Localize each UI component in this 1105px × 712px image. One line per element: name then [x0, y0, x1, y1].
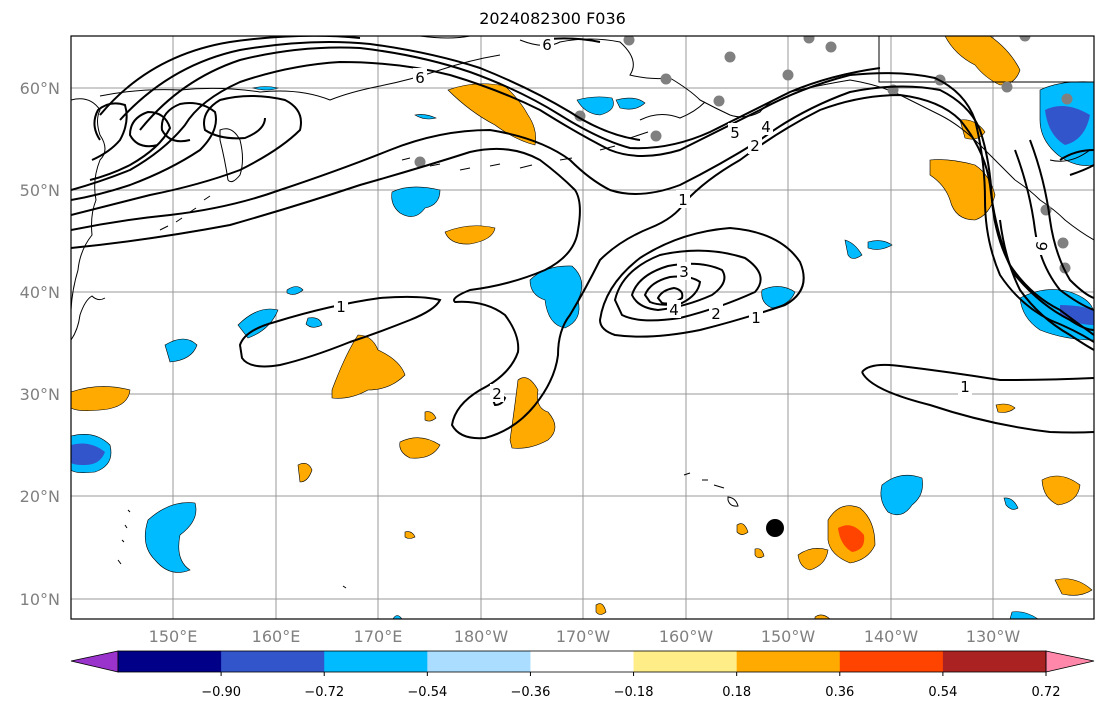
colorbar-segment — [530, 651, 635, 672]
lon-label-150w: 150°W — [761, 627, 816, 646]
map-border — [70, 35, 1095, 620]
map-title: 2024082300 F036 — [479, 9, 626, 28]
colorbar-segment — [839, 651, 944, 672]
contour-label-3: 3 — [679, 263, 689, 281]
contour-label-1b: 1 — [678, 191, 688, 209]
colorbar-tick-label: −0.90 — [201, 685, 241, 700]
lon-label-160e: 160°E — [252, 627, 301, 646]
lat-label-40: 40°N — [20, 283, 60, 302]
colorbar-tick-label: −0.36 — [511, 685, 551, 700]
lat-label-50: 50°N — [20, 181, 60, 200]
negative-shading — [71, 81, 1094, 619]
colorbar: −0.90 −0.72 −0.54 −0.36 −0.18 0.18 0.36 0.54 0.7… — [70, 650, 1095, 700]
colorbar-extend-max — [1045, 650, 1095, 673]
lat-label-60: 60°N — [20, 79, 60, 98]
longitude-labels: 150°E 160°E 170°E 180°W 170°W 160°W 150°… — [149, 627, 1021, 646]
contour-label-4b: 4 — [761, 118, 771, 136]
colorbar-segment — [736, 651, 841, 672]
colorbar-tick-label: −0.18 — [614, 685, 654, 700]
contour-label-5: 5 — [730, 124, 740, 142]
lat-label-20: 20°N — [20, 487, 60, 506]
lon-label-160w: 160°W — [659, 627, 714, 646]
colorbar-segment — [942, 651, 1047, 672]
storm-center-marker — [766, 519, 784, 537]
contour-label-1c: 1 — [751, 309, 761, 327]
lon-label-150e: 150°E — [149, 627, 198, 646]
contour-label-2a: 2 — [492, 385, 502, 403]
negative-strong-shading — [71, 106, 1094, 465]
contour-labels: 1 1 1 1 2 2 2 3 4 4 5 6 6 6 — [334, 36, 1052, 403]
colorbar-tick-label: 0.54 — [928, 685, 957, 700]
colorbar-tick-label: −0.54 — [407, 685, 447, 700]
positive-strong-shading — [838, 525, 865, 552]
station-markers — [414, 36, 1073, 274]
contour-label-1d: 1 — [960, 378, 970, 396]
colorbar-frame — [117, 650, 1047, 673]
colorbar-tick-label: 0.36 — [825, 685, 854, 700]
contour-label-2c: 2 — [750, 137, 760, 155]
lon-label-180w: 180°W — [454, 627, 509, 646]
contour-label-6c: 6 — [542, 36, 552, 54]
colorbar-tick-label: 0.72 — [1032, 685, 1061, 700]
colorbar-segment — [118, 651, 222, 672]
coastlines — [71, 36, 1094, 589]
lon-label-140w: 140°W — [864, 627, 919, 646]
contour-label-6b: 6 — [1032, 240, 1051, 253]
positive-shading — [71, 36, 1093, 619]
colorbar-segment — [427, 651, 531, 672]
lon-label-130w: 130°W — [966, 627, 1021, 646]
contour-label-6a: 6 — [415, 69, 425, 87]
contour-label-4a: 4 — [669, 301, 679, 319]
lon-label-170e: 170°E — [354, 627, 403, 646]
lat-label-10: 10°N — [20, 590, 60, 609]
contour-label-2b: 2 — [711, 305, 721, 323]
latitude-labels: 60°N 50°N 40°N 30°N 20°N 10°N — [20, 79, 60, 609]
colorbar-segment — [633, 651, 738, 672]
lat-label-30: 30°N — [20, 385, 60, 404]
colorbar-extend-min — [70, 650, 119, 673]
colorbar-segment — [221, 651, 325, 672]
lon-label-170w: 170°W — [556, 627, 611, 646]
colorbar-segment — [324, 651, 428, 672]
contour-lines — [71, 36, 1094, 440]
colorbar-tick-label: 0.18 — [722, 685, 751, 700]
contour-label-1a: 1 — [336, 298, 346, 316]
colorbar-tick-label: −0.72 — [304, 685, 344, 700]
